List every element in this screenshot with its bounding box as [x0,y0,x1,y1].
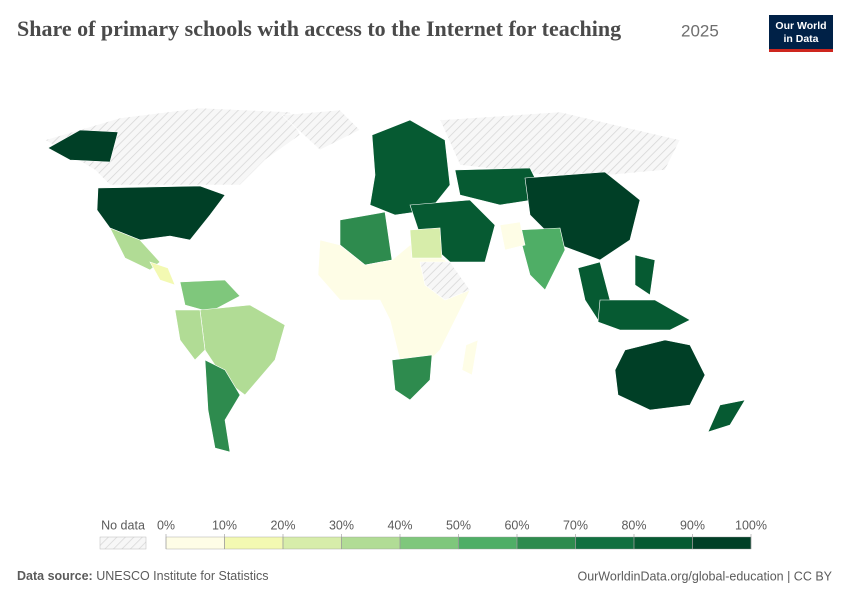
legend-tick-label: 90% [680,518,705,532]
year: 2025 [681,21,719,40]
no-data-label: No data [101,518,145,532]
world-map [44,107,746,453]
legend-bin [165,536,225,550]
legend-tick-label: 50% [446,518,471,532]
legend: 0% 10% 20% 30% 40% 50% 60% 70% 80% 90% 100% [157,518,767,550]
legend-bin [341,536,401,550]
legend-bin [633,536,693,550]
legend-bin [282,536,342,550]
legend-tick-label: 70% [563,518,588,532]
legend-bin [692,536,752,550]
no-data-swatch [99,536,147,550]
logo-text: in Data [783,33,818,45]
source-text: UNESCO Institute for Statistics [96,569,268,583]
legend-tick-label: 40% [387,518,412,532]
legend-bin [516,536,576,550]
legend-tick-label: 60% [504,518,529,532]
legend-tick-label: 10% [212,518,237,532]
legend-tick-label: 20% [270,518,295,532]
legend-bin [575,536,635,550]
legend-bin [458,536,518,550]
logo: Our World in Data [769,15,833,52]
legend-tick-label: 100% [735,518,767,532]
legend-bin [399,536,459,550]
legend-tick-label: 30% [329,518,354,532]
legend-tick-label: 0% [157,518,175,532]
source: Data source: UNESCO Institute for Statis… [17,569,269,583]
title: Share of primary schools with access to … [17,16,621,41]
legend-tick-label: 80% [621,518,646,532]
url: OurWorldinData.org/global-education | CC… [577,569,832,583]
legend-bin [224,536,284,550]
logo-text: Our World [775,20,826,32]
source-label: Data source: [17,569,93,583]
